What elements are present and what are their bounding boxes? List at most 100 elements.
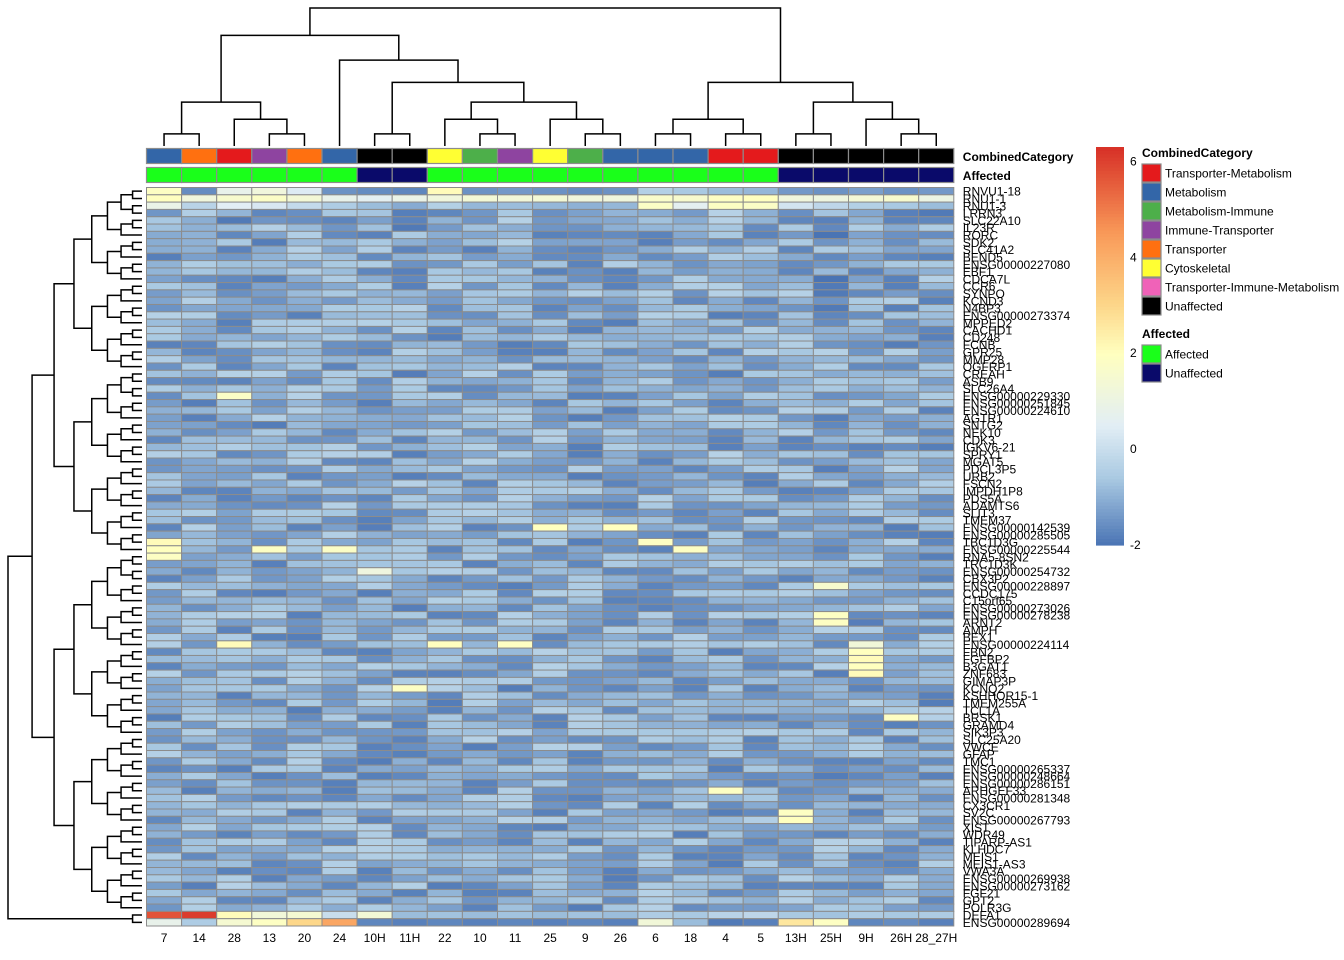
heatmap-cell [461, 910, 498, 920]
affected-cell [918, 166, 955, 184]
heatmap-cell [181, 867, 218, 876]
colorbar-segment [1096, 316, 1124, 321]
heatmap-cell [497, 303, 534, 313]
heatmap-cell [356, 508, 393, 518]
heatmap-cell [672, 340, 709, 349]
dendrogram-branch [91, 846, 108, 893]
heatmap-cell [742, 384, 779, 393]
heatmap-cell [426, 815, 463, 825]
heatmap-cell [461, 691, 498, 700]
heatmap-cell [251, 845, 288, 854]
heatmap-cell [602, 779, 639, 788]
heatmap-cell [742, 771, 779, 781]
heatmap-cell [532, 581, 569, 591]
heatmap-cell [883, 735, 920, 744]
heatmap-cell [321, 384, 358, 393]
heatmap-cell [567, 874, 604, 883]
heatmap-cell [707, 589, 744, 598]
heatmap-cell [918, 464, 955, 474]
heatmap-cell [497, 347, 534, 357]
heatmap-cell [251, 779, 288, 788]
heatmap-cell [602, 874, 639, 883]
dendrogram-branch [131, 190, 142, 200]
heatmap-cell [146, 567, 183, 576]
heatmap-cell [848, 845, 885, 854]
heatmap-cell [426, 216, 463, 225]
heatmap-cell [637, 289, 674, 298]
heatmap-cell [146, 384, 183, 393]
heatmap-cell [251, 311, 288, 320]
heatmap-cell [567, 815, 604, 825]
heatmap-cell [567, 442, 604, 452]
heatmap-cell [497, 230, 534, 240]
heatmap-cell [391, 238, 428, 247]
heatmap-cell [146, 413, 183, 422]
colorbar-segment [1096, 166, 1124, 171]
heatmap-cell [883, 896, 920, 905]
heatmap-cell [461, 187, 498, 196]
heatmap-cell [883, 296, 920, 305]
row-label: CCR6 [963, 280, 996, 294]
heatmap-cell [391, 618, 428, 627]
heatmap-cell [532, 545, 569, 554]
heatmap-cell [883, 830, 920, 839]
heatmap-cell [181, 618, 218, 627]
heatmap-cell [567, 435, 604, 444]
row-label: SLIT3 [963, 506, 995, 520]
heatmap-cell [532, 479, 569, 488]
heatmap-cell [461, 472, 498, 481]
heatmap-cell [251, 267, 288, 276]
heatmap-cell [602, 691, 639, 700]
heatmap-cell [672, 896, 709, 905]
heatmap-cell [251, 340, 288, 349]
heatmap-cell [637, 230, 674, 240]
heatmap-cell [181, 194, 218, 203]
heatmap-cell [391, 362, 428, 371]
heatmap-cell [251, 274, 288, 284]
heatmap-cell [181, 574, 218, 583]
heatmap-cell [532, 750, 569, 759]
dendrogram-branch [106, 384, 122, 414]
heatmap-cells [146, 187, 955, 927]
combined-category-cell [637, 147, 674, 165]
colorbar-segment [1096, 355, 1124, 360]
heatmap-cell [637, 771, 674, 781]
heatmap-cell [918, 618, 955, 627]
heatmap-cell [181, 523, 218, 532]
heatmap-cell [742, 596, 779, 605]
heatmap-cell [602, 216, 639, 225]
row-label: IL23R [963, 221, 995, 235]
heatmap-cell [883, 859, 920, 869]
row-label: SDK2 [963, 236, 995, 250]
colorbar-segment [1096, 435, 1124, 440]
affected-cell [181, 166, 218, 184]
heatmap-cell [777, 391, 814, 401]
heatmap-cell [321, 567, 358, 576]
row-label: CCDC175 [963, 587, 1018, 601]
colorbar-segment [1096, 501, 1124, 506]
heatmap-cell [146, 867, 183, 876]
colorbar-segment [1096, 412, 1124, 417]
heatmap-cell [567, 296, 604, 305]
heatmap-cell [918, 245, 955, 254]
heatmap-cell [497, 333, 534, 342]
heatmap-cell [707, 720, 744, 730]
heatmap-cell [742, 742, 779, 752]
heatmap-cell [532, 779, 569, 788]
colorbar-tick-label: 4 [1130, 250, 1137, 264]
heatmap-cell [672, 245, 709, 254]
heatmap-cell [707, 260, 744, 269]
heatmap-cell [812, 728, 850, 737]
heatmap-cell [216, 647, 253, 656]
colorbar-segment [1096, 369, 1124, 374]
heatmap-cell [286, 347, 323, 357]
heatmap-cell [777, 494, 814, 503]
heatmap-cell [567, 340, 604, 349]
heatmap-cell [286, 245, 323, 254]
heatmap-cell [391, 903, 428, 912]
dendrogram-branch [120, 376, 133, 393]
heatmap-cell [146, 274, 183, 284]
heatmap-cell [567, 559, 604, 569]
heatmap-cell [707, 472, 744, 481]
legend-item-label: Transporter-Metabolism [1165, 167, 1292, 181]
